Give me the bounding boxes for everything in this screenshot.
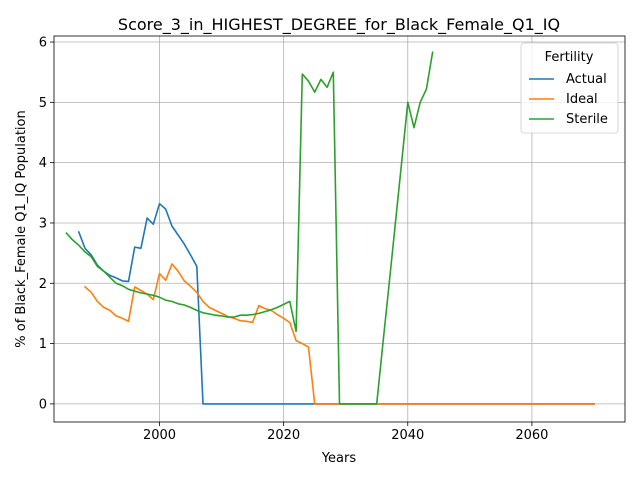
- y-tick-label: 4: [39, 156, 47, 171]
- y-tick-label: 0: [39, 397, 47, 412]
- legend-items: Actual Ideal Sterile: [529, 72, 608, 127]
- y-tick-label: 3: [39, 216, 47, 231]
- x-tick-label: 2020: [267, 428, 300, 443]
- y-tick-label: 2: [39, 277, 47, 292]
- series-layer: [65, 51, 595, 405]
- y-axis-label: % of Black_Female Q1_IQ Population: [14, 110, 29, 347]
- x-tick-label: 2040: [391, 428, 424, 443]
- x-axis-ticks: 2000 2020 2040 2060: [143, 422, 548, 443]
- legend: Fertility Actual Ideal Sterile: [520, 42, 619, 134]
- legend-title: Fertility: [545, 50, 594, 65]
- y-tick-label: 1: [39, 337, 47, 352]
- plot-frame: [53, 35, 626, 423]
- x-tick-label: 2000: [143, 428, 176, 443]
- series-line-ideal: [83, 263, 595, 405]
- legend-box: [520, 42, 619, 134]
- legend-label-sterile: Sterile: [566, 112, 608, 127]
- legend-label-actual: Actual: [566, 72, 607, 87]
- legend-label-ideal: Ideal: [566, 92, 598, 107]
- x-axis-label: Years: [321, 451, 357, 466]
- chart-title: Score_3_in_HIGHEST_DEGREE_for_Black_Fema…: [118, 15, 560, 35]
- y-tick-label: 5: [39, 96, 47, 111]
- y-axis-ticks: 0 1 2 3 4 5 6: [39, 36, 54, 412]
- y-tick-label: 6: [39, 36, 47, 51]
- series-line-sterile: [65, 51, 434, 405]
- x-tick-label: 2060: [515, 428, 548, 443]
